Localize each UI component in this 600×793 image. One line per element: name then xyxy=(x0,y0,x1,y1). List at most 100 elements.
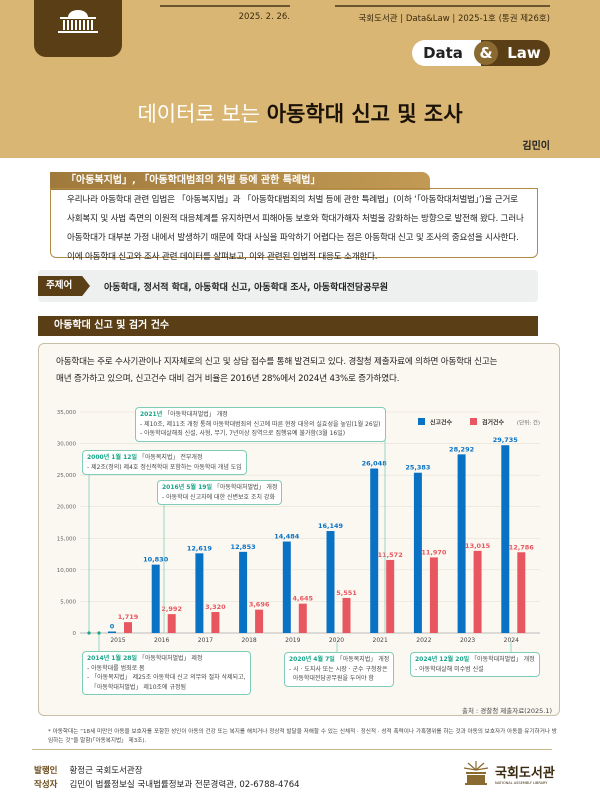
chart-source: 출처 : 경찰청 제출자료(2025.1) xyxy=(461,707,552,715)
chart-intro: 아동학대는 주로 수사기관이나 지자체로의 신고 및 상담 접수를 통해 발견되… xyxy=(56,354,556,388)
annotation-law: 「아동학대처벌법」 제정 xyxy=(136,655,203,662)
annotation-line: 「아동학대처벌법」 제10조에 규정됨 xyxy=(87,683,187,691)
bar-reports xyxy=(326,531,335,633)
author: 김민이 xyxy=(522,141,550,152)
law-annotation: 2000년 1월 12일 「아동복지법」 전부개정 - 제2조(정의) 제4호 정… xyxy=(82,450,247,475)
divider xyxy=(160,5,290,7)
data-label: 3,320 xyxy=(205,603,226,611)
annotation-line: - 「아동복지법」 제25조 아동학대 신고 의무와 절차 삭제되고, xyxy=(87,674,246,681)
bar-reports xyxy=(370,468,379,633)
page-title: 데이터로 보는 아동학대 신고 및 조사 xyxy=(0,98,600,128)
bar-reports xyxy=(501,445,510,633)
law-annotation: 2016년 5월 19일 「아동학대처벌법」 개정 - 아동학대 신고자에 대한 … xyxy=(157,480,283,505)
summary-line: 이에 아동학대 신고와 조사 관련 데이터를 살펴보고, 이와 관련된 입법적 … xyxy=(67,252,378,262)
law-annotation: 2024년 12월 20일 「아동학대처벌법」 개정 - 아동학대살해 미수범 신… xyxy=(410,652,540,677)
library-name: 국회도서관 xyxy=(495,765,555,781)
bar-reports xyxy=(108,631,116,633)
data-label: 16,149 xyxy=(318,522,344,530)
data-label: 0 xyxy=(110,623,115,631)
y-tick-label: 0 xyxy=(73,631,77,637)
annotation-law: 「아동복지법」 개정 xyxy=(334,656,390,663)
keywords-label: 주제어 xyxy=(38,276,90,296)
annotation-law: 「아동학대처벌법」 개정 xyxy=(211,484,278,491)
bar-arrests xyxy=(342,597,351,633)
data-label: 12,786 xyxy=(509,543,535,551)
series-badge: Data & Law xyxy=(412,40,550,66)
section-tab: 「아동복지법」, 「아동학대범죄의 처벌 등에 관한 특례법」 xyxy=(50,172,430,190)
x-tick-label: 2016 xyxy=(154,637,169,644)
annotation-date: 2000년 1월 12일 xyxy=(87,454,137,461)
annotation-date: 2024년 12월 20일 xyxy=(415,656,470,663)
y-tick-label: 25,000 xyxy=(57,473,77,479)
x-tick-label: 2020 xyxy=(329,637,344,644)
data-label: 1,719 xyxy=(118,613,139,621)
data-label: 2,992 xyxy=(161,605,182,613)
library-logo: 국회도서관 NATIONAL ASSEMBLY LIBRARY xyxy=(463,760,555,786)
data-label: 12,853 xyxy=(231,543,256,551)
badge-law: Law xyxy=(507,44,541,62)
x-tick-label: 2019 xyxy=(285,637,300,644)
annotation-line: - 아동학대를 범죄로 봄 xyxy=(87,664,145,672)
publisher-label: 발행인 xyxy=(34,766,58,776)
annotation-date: 2016년 5월 19일 xyxy=(162,484,212,491)
y-tick-label: 10,000 xyxy=(57,568,77,574)
summary-line: 아동학대가 대부분 가정 내에서 발생하기 때문에 학대 사실을 파악하기 어렵… xyxy=(67,233,519,243)
x-tick-label: 2018 xyxy=(241,637,256,644)
intro-line: 매년 증가하고 있으며, 신고건수 대비 검거 비율은 2016년 28%에서 … xyxy=(56,374,400,384)
badge-amp: & xyxy=(474,41,498,65)
logo-block xyxy=(34,0,122,57)
data-label: 26,048 xyxy=(362,460,388,468)
data-label: 12,619 xyxy=(187,544,213,552)
bar-arrests xyxy=(298,603,307,633)
divider xyxy=(32,749,552,750)
data-label: 3,696 xyxy=(249,601,270,609)
title-bold: 아동학대 신고 및 조사 xyxy=(266,102,463,126)
author-label: 작성자 xyxy=(34,780,58,790)
data-label: 14,484 xyxy=(274,533,300,541)
law-annotation: 2020년 4월 7일 「아동복지법」 개정 - 시 · 도지사 또는 시장 · … xyxy=(284,652,395,687)
bar-reports xyxy=(239,551,248,633)
data-label: 11,970 xyxy=(421,548,447,556)
bar-reports xyxy=(457,454,466,633)
annotation-date: 2014년 1월 28일 xyxy=(87,655,137,662)
divider xyxy=(335,5,550,7)
annotation-line: 아동학대전담공무원을 두어야 함 xyxy=(289,675,374,682)
bar-arrests xyxy=(255,609,264,633)
bar-arrests xyxy=(124,622,132,633)
badge-data: Data xyxy=(423,44,463,62)
library-name-en: NATIONAL ASSEMBLY LIBRARY xyxy=(495,780,548,785)
summary-line: 우리나라 아동학대 관련 입법은 「아동복지법」과 「아동학대범죄의 처벌 등에… xyxy=(67,195,518,205)
marker-dot xyxy=(87,631,91,635)
marker-dot xyxy=(97,631,101,635)
bar-reports xyxy=(413,472,422,633)
masthead: 국회도서관 | Data&Law | 2025-1호 (통권 제26호) xyxy=(358,14,550,24)
x-tick-label: 2017 xyxy=(198,637,213,644)
annotation-date: 2020년 4월 7일 xyxy=(289,656,335,663)
y-tick-label: 30,000 xyxy=(57,442,77,448)
y-tick-label: 20,000 xyxy=(57,505,77,511)
data-label: 25,383 xyxy=(405,464,430,472)
bar-arrests xyxy=(429,557,438,633)
keywords-text: 아동학대, 정서적 학대, 아동학대 신고, 아동학대 조사, 아동학대전담공무… xyxy=(104,282,389,293)
summary-line: 사회복지 및 사법 측면의 이원적 대응체계를 유지하면서 피해아동 보호와 학… xyxy=(67,214,524,224)
y-tick-label: 15,000 xyxy=(57,536,77,542)
annotation-line: - 제10조, 제11조 개정 통해 아동학대범죄의 신고에 따른 현장 대응의… xyxy=(140,420,381,428)
issue-date: 2025. 2. 26. xyxy=(238,12,290,22)
legend-swatch xyxy=(470,418,477,425)
x-tick-label: 2023 xyxy=(460,637,475,644)
footnote: * 아동학대는 “18세 미만인 아동을 보호자를 포함한 성인이 아동의 건강… xyxy=(48,729,557,744)
summary-box: 우리나라 아동학대 관련 입법은 「아동복지법」과 「아동학대범죄의 처벌 등에… xyxy=(50,188,538,262)
data-label: 28,292 xyxy=(449,445,474,453)
data-label: 5,551 xyxy=(336,589,357,597)
data-label: 4,645 xyxy=(293,595,314,603)
annotation-line: - 아동학대살해죄 신설, 사형, 무기, 7년이상 징역으로 집행유예 불가함… xyxy=(140,430,346,437)
bar-arrests xyxy=(517,552,526,633)
annotation-line: - 아동학대 신고자에 대한 신변보호 조치 강화 xyxy=(162,493,275,501)
annotation-line: - 아동학대살해 미수범 신설 xyxy=(415,665,484,673)
annotation-law: 「아동학대처벌법」 개정 xyxy=(162,411,228,418)
annotation-line: - 제2조(정의) 제4호 정신적학대 포함하는 아동학대 개념 도입 xyxy=(87,463,242,471)
unit-label: (단위: 건) xyxy=(517,419,540,427)
legend-label: 검거건수 xyxy=(482,419,505,427)
bar-reports xyxy=(282,541,291,633)
